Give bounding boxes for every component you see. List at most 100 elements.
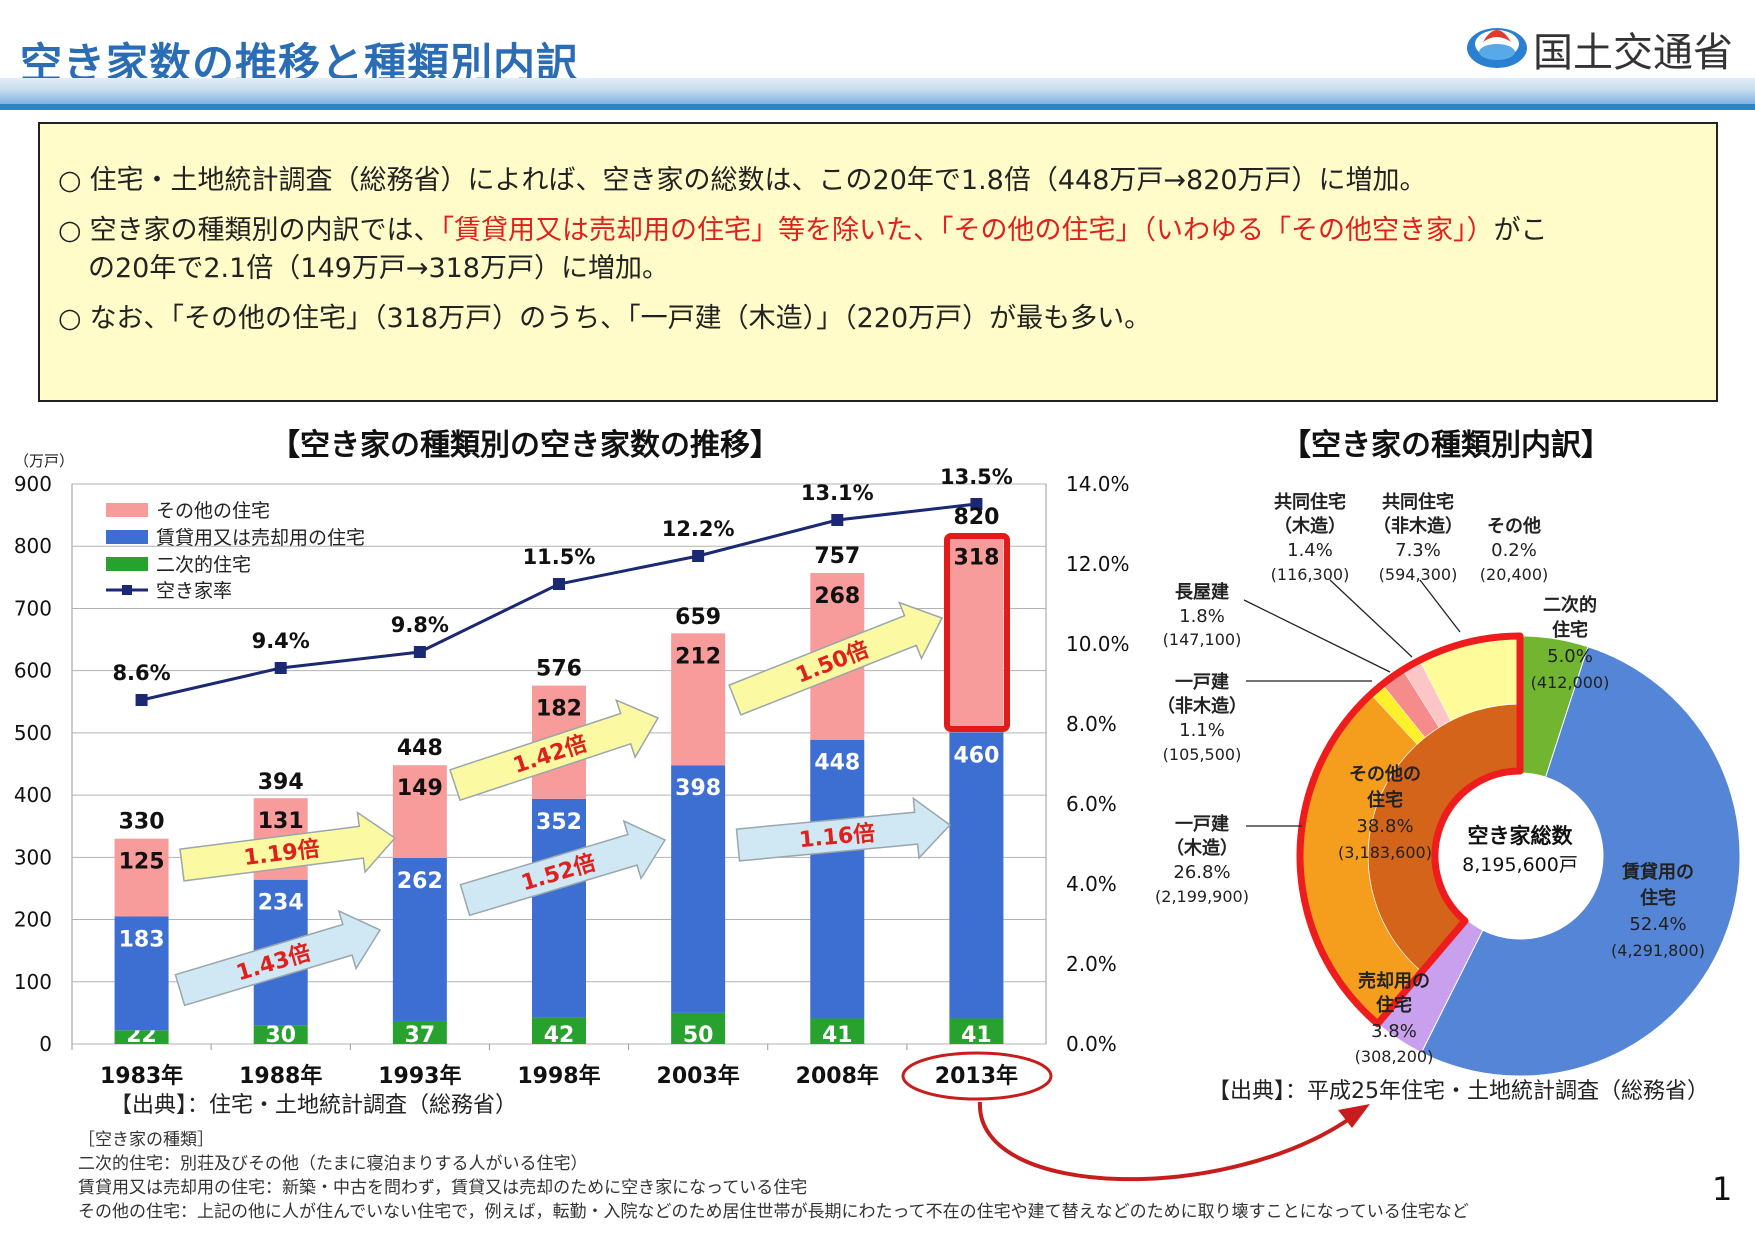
x-tick-label: 2008年	[796, 1063, 879, 1089]
y-tick-label: 700	[14, 596, 52, 620]
label-baikyaku-pct: 3.8%	[1371, 1021, 1417, 1042]
label-ikko-moku-a: 一戸建	[1175, 813, 1229, 835]
label-sonota-b: 住宅	[1367, 789, 1403, 811]
bullet-mark: ○	[58, 303, 82, 334]
pie-chart-title: 【空き家の種類別内訳】	[1281, 428, 1611, 463]
bar-segment	[114, 916, 169, 1031]
bar-total-label: 757	[814, 544, 860, 569]
label-ikko-hi-b: （非木造）	[1157, 695, 1247, 717]
bar-total-label: 576	[536, 657, 582, 682]
label-nagaya-a: 長屋建	[1175, 581, 1229, 603]
label-ikko-moku-cnt: (2,199,900)	[1155, 887, 1249, 906]
bar-segment	[949, 534, 1004, 733]
bullet-mark: ○	[58, 165, 82, 196]
bar-value-label: 268	[814, 584, 860, 609]
rate-label: 9.4%	[252, 629, 310, 653]
y-tick-label: 900	[14, 472, 52, 496]
bar-value-label: 212	[675, 644, 721, 669]
rate-label: 13.1%	[801, 481, 874, 505]
label-kyodo-hi-b: （非木造）	[1373, 515, 1463, 537]
bar-segment	[810, 739, 865, 1019]
legend-label-rate: 空き家率	[156, 580, 232, 602]
growth-arrow-shape	[728, 601, 944, 716]
label-chintai-pct: 52.4%	[1629, 914, 1686, 935]
bar-value-label: 41	[822, 1023, 853, 1048]
label-chintai-cnt: (4,291,800)	[1611, 941, 1705, 960]
label-ikko-moku-pct: 26.8%	[1173, 862, 1230, 883]
housing-type-notes: ［空き家の種類］ 二次的住宅：別荘及びその他（たまに寝泊まりする人がいる住宅） …	[78, 1128, 1469, 1224]
bar-segment	[392, 857, 447, 1021]
bar-legend: その他の住宅 賃貸用又は売却用の住宅 二次的住宅 空き家率	[106, 500, 365, 602]
donut-slice	[1420, 646, 1741, 1077]
rate-marker	[970, 498, 983, 510]
label-sonota2-pct: 0.2%	[1491, 540, 1537, 561]
bar-series: 2218312530234131372621494235218250398212…	[114, 534, 1004, 1048]
bar-value-label: 182	[536, 697, 582, 722]
bar-value-label: 262	[397, 869, 443, 894]
legend-label-niji: 二次的住宅	[156, 554, 251, 576]
growth-arrow: 1.19倍	[179, 810, 397, 882]
label-ikko-hi-a: 一戸建	[1175, 671, 1229, 693]
y-tick-label: 500	[14, 721, 52, 745]
bar-total-label: 820	[953, 505, 999, 530]
bar-segment	[392, 765, 447, 858]
y2-tick-label: 12.0%	[1066, 552, 1130, 576]
summary-text-1: 住宅・土地統計調査（総務省）によれば、空き家の総数は、この20年で1.8倍（44…	[89, 165, 1427, 196]
label-ikko-moku-b: （木造）	[1166, 837, 1238, 859]
label-sonota-pct: 38.8%	[1356, 816, 1413, 837]
label-nagaya-cnt: (147,100)	[1163, 630, 1242, 649]
growth-arrow-shape	[449, 698, 660, 802]
rate-label: 9.8%	[391, 613, 449, 637]
bar-total-label: 659	[675, 605, 721, 630]
bar-value-label: 318	[953, 545, 999, 570]
x-tick-label: 1983年	[100, 1063, 183, 1089]
connector-arrowhead	[1338, 1104, 1370, 1128]
summary-text-2b: 「賃貸用又は売却用の住宅」等を除いた、「その他の住宅」（いわゆる「その他空き家」…	[440, 215, 1494, 246]
label-niji-b: 住宅	[1552, 619, 1588, 641]
label-sonota2-a: その他	[1487, 515, 1541, 537]
connector-arrow	[977, 1101, 1357, 1182]
donut-labels: 共同住宅 （木造） 1.4% (116,300) 共同住宅 （非木造） 7.3%…	[1155, 491, 1705, 1066]
bullet-mark: ○	[58, 215, 82, 246]
bar-segment	[114, 838, 169, 917]
page-header: 空き家数の推移と種類別内訳 国土交通省	[0, 0, 1755, 115]
bar-segment	[392, 1020, 447, 1044]
bar-value-label: 234	[258, 891, 304, 916]
x-tick-label: 1998年	[517, 1063, 600, 1089]
bar-value-label: 448	[814, 751, 860, 776]
bar-segment	[671, 633, 726, 766]
x-axis-ticks: 1983年 1988年 1993年 1998年 2003年 2008年 2013年	[71, 1044, 1018, 1089]
rate-marker	[831, 514, 844, 526]
label-sonota-a: その他の	[1349, 763, 1421, 785]
y-tick-label: 200	[14, 908, 52, 932]
pie-chart-source: 【出典】：平成25年住宅・土地統計調査（総務省）	[1208, 1079, 1709, 1104]
rate-marker	[553, 578, 565, 590]
growth-arrow-shape	[735, 796, 952, 862]
growth-arrow-shape	[459, 819, 667, 917]
label-niji-a: 二次的	[1543, 594, 1597, 616]
label-kyodo-moku-cnt: (116,300)	[1271, 565, 1350, 584]
legend-swatch-sonota	[106, 503, 148, 517]
y-tick-label: 100	[14, 970, 52, 994]
label-baikyaku-b: 住宅	[1376, 994, 1412, 1016]
summary-text-2c: がこ	[1493, 215, 1548, 246]
y2-axis-ticks: 0.0% 2.0% 4.0% 6.0% 8.0% 10.0% 12.0% 14.0%	[1066, 472, 1130, 1056]
x-tick-label: 2013年	[935, 1063, 1018, 1089]
y-axis-ticks: 0 100 200 300 400 500 600 700 800 900	[14, 472, 52, 1056]
summary-box: ○ 住宅・土地統計調査（総務省）によれば、空き家の総数は、この20年で1.8倍（4…	[38, 122, 1718, 402]
ministry-name: 国土交通省	[1533, 30, 1733, 76]
vacancy-rate-line: 8.6% 9.4% 9.8% 11.5% 12.2% 13.1% 13.5%	[112, 465, 1013, 706]
highlight-2013-label	[901, 1051, 1053, 1101]
label-kyodo-hi-a: 共同住宅	[1382, 491, 1454, 513]
bar-segment	[949, 1018, 1004, 1044]
legend-swatch-chintai	[106, 530, 148, 544]
leader-nagaya	[1243, 599, 1391, 673]
label-baikyaku-cnt: (308,200)	[1355, 1047, 1434, 1066]
summary-text-2d: の20年で2.1倍（149万戸→318万戸）に増加。	[88, 253, 669, 284]
summary-text-3: なお、「その他の住宅」（318万戸）のうち、「一戸建（木造）」（220万戸）が最…	[89, 303, 1152, 334]
rate-label: 13.5%	[940, 465, 1013, 489]
bar-value-label: 460	[953, 743, 999, 768]
legend-label-chintai: 賃貸用又は売却用の住宅	[156, 527, 365, 549]
legend-label-sonota: その他の住宅	[156, 500, 270, 522]
